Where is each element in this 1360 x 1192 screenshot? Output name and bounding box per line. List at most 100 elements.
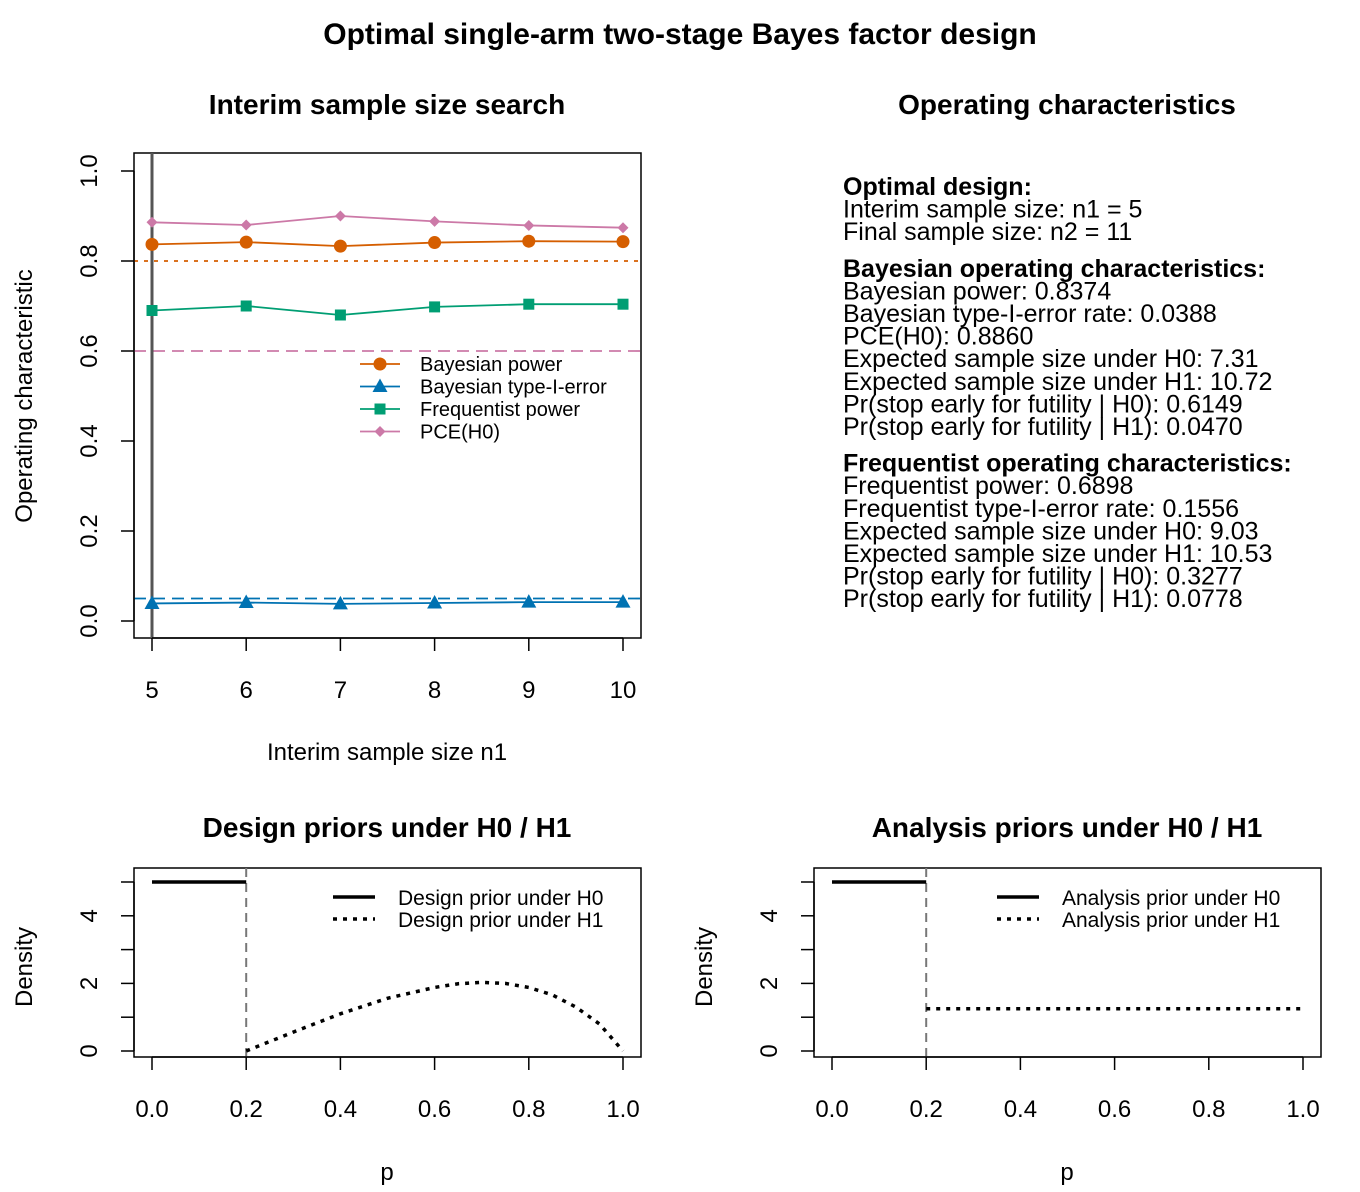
oc-line: Bayesian power: 0.8374 bbox=[843, 277, 1111, 305]
series-0-point bbox=[239, 235, 253, 249]
prior-curve-1 bbox=[245, 980, 625, 1053]
legend-label-1: Bayesian type-I-error bbox=[420, 377, 607, 399]
interim-y-label: Operating characteristic bbox=[11, 269, 38, 522]
oc-line: Interim sample size: n1 = 5 bbox=[843, 196, 1142, 224]
series-line-3 bbox=[151, 215, 624, 229]
interim-x-label: Interim sample size n1 bbox=[267, 739, 507, 766]
oc-text-block: Optimal design:Interim sample size: n1 =… bbox=[843, 173, 1292, 613]
x-tick-label: 0.6 bbox=[418, 1096, 451, 1123]
legend-marker-2 bbox=[374, 403, 386, 415]
y-tick-label: 0.6 bbox=[76, 334, 103, 367]
series-2-point bbox=[617, 298, 629, 310]
interim-title: Interim sample size search bbox=[209, 89, 565, 120]
legend-marker-0 bbox=[373, 357, 387, 371]
series-line-1 bbox=[151, 601, 623, 605]
y-tick-label: 2 bbox=[76, 977, 103, 990]
series-0-point bbox=[428, 236, 442, 250]
x-tick-label: 0.4 bbox=[324, 1096, 357, 1123]
series-3-point bbox=[146, 216, 158, 228]
oc-panel: Operating characteristics Optimal design… bbox=[843, 89, 1292, 613]
design-priors-title: Design priors under H0 / H1 bbox=[203, 812, 572, 843]
series-line-0 bbox=[151, 240, 624, 248]
oc-line: Pr(stop early for futility | H1): 0.0470 bbox=[843, 413, 1243, 441]
legend-marker-1 bbox=[372, 378, 388, 392]
x-tick-label: 1.0 bbox=[1286, 1096, 1319, 1123]
interim-x-axis: 5 6 7 8 9 10 bbox=[145, 637, 637, 704]
oc-line: Pr(stop early for futility | H0): 0.6149 bbox=[843, 390, 1243, 418]
analysis-priors-title: Analysis priors under H0 / H1 bbox=[872, 812, 1263, 843]
series-3-point bbox=[617, 222, 629, 234]
analysis-priors-y-label: Density bbox=[691, 927, 718, 1007]
oc-line: Expected sample size under H1: 10.53 bbox=[843, 540, 1272, 568]
series-3-point bbox=[523, 219, 535, 231]
design-priors-y-label: Density bbox=[11, 927, 38, 1007]
x-tick-label: 8 bbox=[428, 677, 441, 704]
analysis-priors-x-label: p bbox=[1060, 1159, 1073, 1186]
legend-label-2: Frequentist power bbox=[420, 399, 580, 421]
legend-label-1: Design prior under H1 bbox=[398, 909, 603, 932]
y-tick-label: 1.0 bbox=[76, 154, 103, 187]
y-tick-label: 4 bbox=[756, 909, 783, 922]
y-tick-label: 0.0 bbox=[76, 604, 103, 637]
oc-line: Frequentist power: 0.6898 bbox=[843, 472, 1133, 500]
series-1-point bbox=[521, 594, 537, 608]
series-0-point bbox=[616, 235, 630, 249]
series-2-point bbox=[334, 309, 346, 321]
analysis-priors-panel: Analysis priors under H0 / H1 0.0 0.2 0.4 0… bbox=[691, 812, 1322, 1186]
x-tick-label: 0.8 bbox=[1192, 1096, 1225, 1123]
analysis-priors-plot: 0.0 0.2 0.4 0.6 0.8 1.0 0 2 4 Analysis prior unde… bbox=[756, 868, 1320, 1123]
series-0-point bbox=[333, 239, 347, 253]
figure-title: Optimal single-arm two-stage Bayes facto… bbox=[323, 18, 1037, 51]
x-tick-label: 0.0 bbox=[815, 1096, 848, 1123]
y-tick-label: 4 bbox=[76, 909, 103, 922]
legend-label-0: Analysis prior under H0 bbox=[1062, 887, 1280, 910]
oc-line: Final sample size: n2 = 11 bbox=[843, 218, 1132, 246]
oc-section-heading-0: Optimal design: bbox=[843, 173, 1032, 201]
design-priors-x-label: p bbox=[380, 1159, 393, 1186]
x-tick-label: 10 bbox=[610, 677, 637, 704]
design-priors-panel: Design priors under H0 / H1 0.0 0.2 0.4 0.6… bbox=[11, 812, 642, 1186]
x-tick-label: 0.0 bbox=[135, 1096, 168, 1123]
legend-marker-3 bbox=[374, 426, 386, 437]
series-1-point bbox=[144, 595, 160, 609]
oc-line: Expected sample size under H0: 7.31 bbox=[843, 345, 1259, 373]
oc-line: Frequentist type-I-error rate: 0.1556 bbox=[843, 495, 1239, 523]
series-0-point bbox=[522, 234, 536, 248]
interim-series-group bbox=[144, 210, 631, 610]
series-1-point bbox=[615, 594, 631, 608]
x-tick-label: 0.6 bbox=[1098, 1096, 1131, 1123]
y-tick-label: 0.8 bbox=[76, 244, 103, 277]
y-tick-label: 0 bbox=[76, 1044, 103, 1057]
x-tick-label: 0.4 bbox=[1004, 1096, 1037, 1123]
legend-label-1: Analysis prior under H1 bbox=[1062, 909, 1280, 932]
series-0-point bbox=[145, 237, 159, 251]
x-tick-label: 9 bbox=[522, 677, 535, 704]
x-tick-label: 7 bbox=[334, 677, 347, 704]
series-1-point bbox=[238, 594, 254, 609]
x-tick-label: 5 bbox=[145, 677, 158, 704]
oc-section-heading-2: Frequentist operating characteristics: bbox=[843, 450, 1292, 478]
oc-title: Operating characteristics bbox=[898, 89, 1236, 120]
legend-label-0: Bayesian power bbox=[420, 354, 563, 376]
oc-line: PCE(H0): 0.8860 bbox=[843, 323, 1033, 351]
oc-line: Expected sample size under H1: 10.72 bbox=[843, 368, 1272, 396]
oc-line: Pr(stop early for futility | H0): 0.3277 bbox=[843, 563, 1243, 591]
x-tick-label: 6 bbox=[240, 677, 253, 704]
oc-line: Bayesian type-I-error rate: 0.0388 bbox=[843, 300, 1217, 328]
oc-line: Pr(stop early for futility | H1): 0.0778 bbox=[843, 585, 1243, 613]
legend-label-0: Design prior under H0 bbox=[398, 887, 603, 910]
series-3-point bbox=[334, 210, 346, 222]
series-2-point bbox=[429, 301, 441, 313]
x-tick-label: 0.2 bbox=[910, 1096, 943, 1123]
y-tick-label: 0.2 bbox=[76, 514, 103, 547]
design-priors-plot: 0.0 0.2 0.4 0.6 0.8 1.0 0 2 4 Design prior under … bbox=[76, 868, 640, 1123]
interim-y-axis: 0.0 0.2 0.4 0.6 0.8 1.0 bbox=[76, 154, 135, 638]
series-2-point bbox=[523, 298, 535, 310]
interim-panel: Interim sample size search 5 6 7 8 9 10 0.0 0.… bbox=[11, 89, 642, 766]
y-tick-label: 2 bbox=[756, 977, 783, 990]
interim-reference-lines bbox=[134, 260, 641, 600]
oc-section-heading-1: Bayesian operating characteristics: bbox=[843, 255, 1265, 283]
series-3-point bbox=[240, 219, 252, 231]
